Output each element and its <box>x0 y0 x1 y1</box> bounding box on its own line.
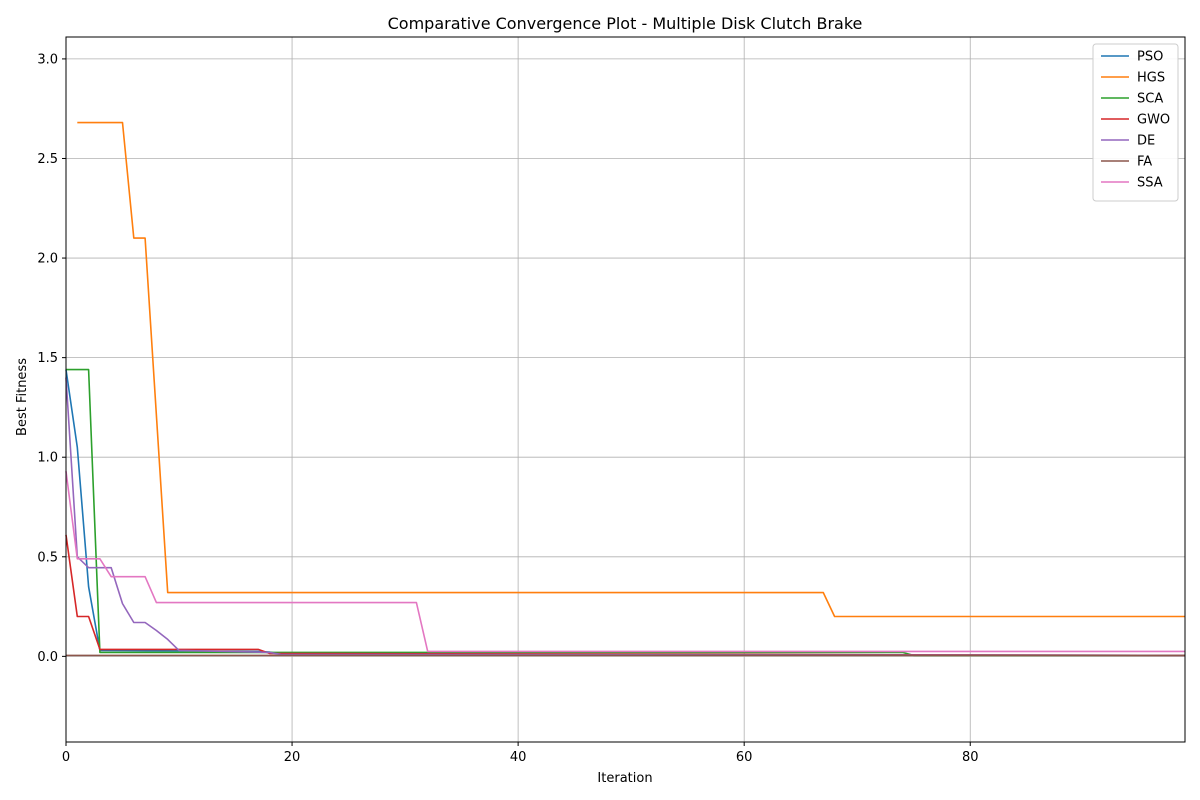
x-tick-label: 0 <box>62 750 70 765</box>
legend: PSO HGS SCA GWO DE FA SSA <box>1092 43 1179 202</box>
x-tick-label: 20 <box>284 750 301 765</box>
y-tick-label: 1.5 <box>37 351 58 366</box>
legend-item-gwo: GWO <box>1101 113 1170 128</box>
legend-item-pso: PSO <box>1101 50 1163 65</box>
y-tick-label: 0.5 <box>37 550 58 565</box>
legend-item-ssa: SSA <box>1101 176 1163 191</box>
axis-ticks: 0 20 40 60 80 0.0 0.5 1.0 1.5 2.0 2.5 3.0 <box>37 52 978 765</box>
y-tick-label: 2.0 <box>37 252 58 267</box>
x-tick-label: 80 <box>962 750 979 765</box>
y-axis-label: Best Fitness <box>15 358 30 436</box>
legend-item-sca: SCA <box>1101 92 1163 107</box>
series-line-ssa <box>65 471 1185 653</box>
legend-item-de: DE <box>1101 134 1155 149</box>
y-tick-label: 3.0 <box>37 52 58 67</box>
legend-item-hgs: HGS <box>1101 71 1165 86</box>
grid-lines <box>65 37 1185 742</box>
plot-frame <box>65 36 1186 743</box>
legend-label: SSA <box>1137 176 1163 191</box>
y-tick-label: 2.5 <box>37 152 58 167</box>
legend-label: PSO <box>1137 50 1163 65</box>
chart-title: Comparative Convergence Plot - Multiple … <box>388 14 863 33</box>
legend-label: SCA <box>1137 92 1163 107</box>
legend-label: DE <box>1137 134 1155 149</box>
x-axis-label: Iteration <box>597 771 652 786</box>
series-line-de <box>65 377 1186 657</box>
legend-label: HGS <box>1137 71 1165 86</box>
series-layer <box>65 121 1186 657</box>
series-line-hgs <box>77 121 1185 618</box>
series-line-pso <box>65 369 1186 657</box>
y-tick-label: 1.0 <box>37 451 58 466</box>
series-line-gwo <box>65 534 1186 657</box>
x-tick-label: 60 <box>736 750 753 765</box>
x-tick-label: 40 <box>510 750 527 765</box>
series-line-sca <box>66 368 1185 657</box>
legend-label: FA <box>1137 155 1152 170</box>
legend-label: GWO <box>1137 113 1170 128</box>
legend-item-fa: FA <box>1101 155 1152 170</box>
y-tick-label: 0.0 <box>37 650 58 665</box>
